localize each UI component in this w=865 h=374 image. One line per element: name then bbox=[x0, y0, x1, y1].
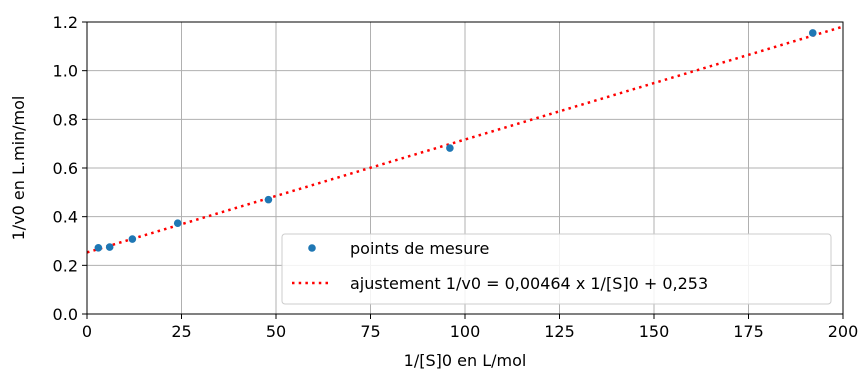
legend-label-points: points de mesure bbox=[350, 239, 489, 258]
y-tick-label: 1.2 bbox=[53, 13, 78, 32]
x-tick-label: 0 bbox=[82, 322, 92, 341]
legend: points de mesure ajustement 1/v0 = 0,004… bbox=[281, 233, 832, 305]
y-tick-label: 0.2 bbox=[53, 256, 78, 275]
points-layer bbox=[94, 29, 817, 252]
data-point bbox=[128, 235, 137, 243]
x-tick-label: 125 bbox=[544, 322, 575, 341]
y-tick-label: 0.8 bbox=[53, 110, 78, 129]
legend-label-fit-line: ajustement 1/v0 = 0,00464 x 1/[S]0 + 0,2… bbox=[350, 274, 708, 293]
x-axis: 0 25 50 75 100 125 150 175 200 bbox=[82, 314, 858, 341]
y-axis: 0.0 0.2 0.4 0.6 0.8 1.0 1.2 bbox=[53, 13, 87, 324]
x-tick-label: 75 bbox=[360, 322, 380, 341]
x-axis-label: 1/[S]0 en L/mol bbox=[404, 351, 527, 370]
y-tick-label: 0.4 bbox=[53, 208, 78, 227]
x-tick-label: 100 bbox=[450, 322, 481, 341]
x-tick-label: 200 bbox=[828, 322, 859, 341]
data-point bbox=[105, 243, 114, 251]
fit-line bbox=[86, 25, 844, 254]
y-axis-label: 1/v0 en L.min/mol bbox=[9, 96, 28, 241]
fit-line-layer bbox=[86, 25, 844, 254]
y-tick-label: 0.6 bbox=[53, 159, 78, 178]
legend-marker-points bbox=[308, 244, 316, 252]
data-point bbox=[264, 195, 273, 204]
legend-box bbox=[281, 233, 832, 305]
data-point bbox=[173, 219, 182, 228]
x-tick-label: 50 bbox=[266, 322, 286, 341]
data-point bbox=[446, 144, 454, 152]
data-point bbox=[808, 29, 817, 37]
y-tick-label: 0.0 bbox=[53, 305, 78, 324]
x-tick-label: 25 bbox=[171, 322, 191, 341]
x-tick-label: 150 bbox=[639, 322, 670, 341]
data-point bbox=[94, 244, 103, 252]
x-tick-label: 175 bbox=[733, 322, 764, 341]
y-tick-label: 1.0 bbox=[53, 62, 78, 81]
